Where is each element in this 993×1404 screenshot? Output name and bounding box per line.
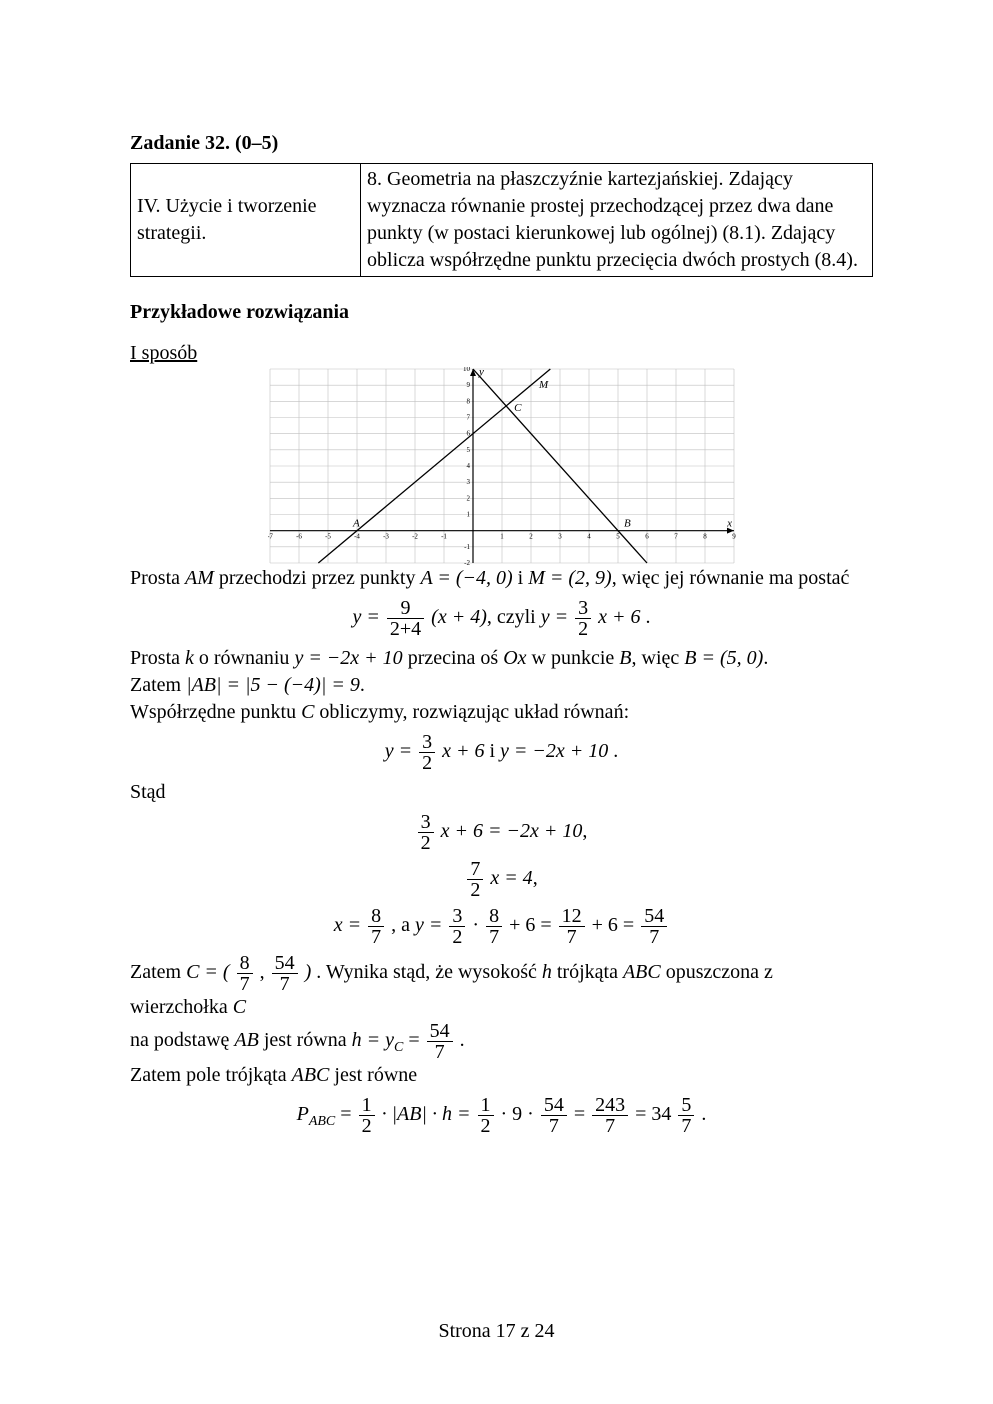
height-sentence: na podstawę AB jest równa h = yC = 547 . (130, 1021, 873, 1062)
svg-text:8: 8 (703, 533, 707, 541)
svg-text:-5: -5 (325, 533, 331, 541)
svg-text:2: 2 (466, 494, 470, 502)
area-sentence: Zatem pole trójkąta ABC jest równe (130, 1062, 873, 1089)
svg-text:5: 5 (466, 446, 470, 454)
svg-text:7: 7 (674, 533, 678, 541)
svg-text:-3: -3 (383, 533, 389, 541)
svg-text:-7: -7 (268, 533, 273, 541)
req-left: IV. Użycie i tworzenie strategii. (131, 164, 361, 277)
svg-text:-2: -2 (412, 533, 418, 541)
svg-text:9: 9 (732, 533, 736, 541)
svg-text:A: A (352, 518, 360, 530)
eq-area: PABC = 12 · |AB| · h = 12 · 9 · 547 = 24… (130, 1095, 873, 1136)
svg-text:-4: -4 (354, 533, 360, 541)
examples-heading: Przykładowe rozwiązania (130, 299, 873, 326)
svg-text:2: 2 (529, 533, 533, 541)
svg-text:-1: -1 (464, 543, 470, 551)
svg-text:5: 5 (616, 533, 620, 541)
svg-text:B: B (624, 518, 631, 530)
coordinate-graph: -7-6-5-4-3-2-1123456789-2-112345678910xy… (268, 367, 736, 565)
eq-step2: 72 x = 4, (130, 859, 873, 900)
svg-text:1: 1 (500, 533, 504, 541)
c-point-sentence: Zatem C = ( 87 , 547 ) . Wynika stąd, że… (130, 953, 873, 1021)
eq-line-am: y = 92+4 (x + 4), czyli y = 32 x + 6 . (130, 598, 873, 639)
svg-text:7: 7 (466, 414, 470, 422)
svg-text:6: 6 (645, 533, 649, 541)
req-right: 8. Geometria na płaszczyźnie kartezjańsk… (361, 164, 873, 277)
method-1-heading: I sposób (130, 342, 197, 364)
requirements-table: IV. Użycie i tworzenie strategii. 8. Geo… (130, 163, 873, 277)
eq-system: y = 32 x + 6 i y = −2x + 10 . (130, 732, 873, 773)
task-heading: Zadanie 32. (0–5) (130, 130, 873, 157)
svg-text:-6: -6 (296, 533, 302, 541)
eq-step3: x = 87 , a y = 32 · 87 + 6 = 127 + 6 = 5… (130, 906, 873, 947)
svg-text:10: 10 (463, 367, 471, 373)
svg-text:4: 4 (466, 462, 470, 470)
hence-label: Stąd (130, 779, 873, 806)
svg-text:-1: -1 (441, 533, 447, 541)
line-k-sentence: Prosta k o równaniu y = −2x + 10 przecin… (130, 645, 873, 672)
svg-text:9: 9 (466, 381, 470, 389)
svg-text:4: 4 (587, 533, 591, 541)
svg-text:3: 3 (558, 533, 562, 541)
c-coords-sentence: Współrzędne punktu C obliczymy, rozwiązu… (130, 699, 873, 726)
svg-text:M: M (538, 379, 549, 391)
svg-text:C: C (514, 402, 522, 414)
page-footer: Strona 17 z 24 (0, 1320, 993, 1343)
eq-step1: 32 x + 6 = −2x + 10, (130, 812, 873, 853)
svg-text:x: x (726, 518, 732, 530)
svg-text:1: 1 (466, 511, 470, 519)
svg-text:3: 3 (466, 478, 470, 486)
ab-length-sentence: Zatem |AB| = |5 − (−4)| = 9. (130, 672, 873, 699)
line-am-sentence: Prosta AM przechodzi przez punkty A = (−… (130, 565, 873, 592)
svg-text:8: 8 (466, 397, 470, 405)
